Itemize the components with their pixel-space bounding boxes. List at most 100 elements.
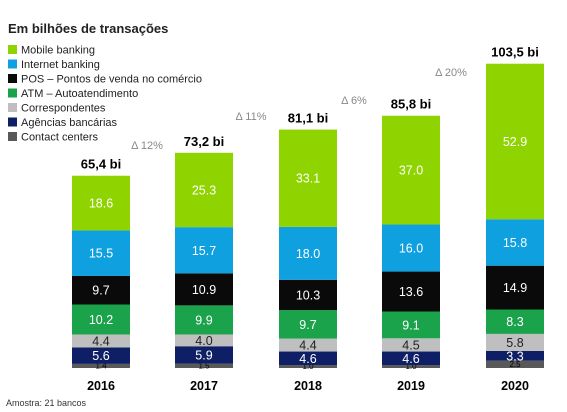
bar-value-internet-banking-2017: 15.7 (192, 244, 216, 258)
bar-value-internet-banking-2019: 16.0 (399, 242, 423, 256)
x-tick-2016: 2016 (87, 379, 115, 393)
bar-value-agencias-bancarias-2017: 5.9 (195, 348, 212, 362)
bar-total-2018: 81,1 bi (288, 111, 328, 126)
growth-label-2016-2017: Δ 12% (131, 140, 163, 152)
legend-label-atm-autoatendimento: ATM – Autoatendimento (21, 88, 138, 100)
bar-value-internet-banking-2016: 15.5 (89, 247, 113, 261)
growth-label-2018-2019: Δ 6% (341, 95, 367, 107)
bar-segment-atm-autoatendimento-2020 (486, 309, 544, 334)
legend-swatch-atm-autoatendimento (8, 88, 17, 98)
growth-label-2017-2018: Δ 11% (236, 111, 267, 123)
bar-segment-pos-pontos-de-venda-no-comercio-2018 (279, 279, 337, 311)
bar-value-agencias-bancarias-2020: 3.3 (506, 349, 523, 363)
bar-value-internet-banking-2018: 18.0 (296, 247, 320, 261)
bar-segment-mobile-banking-2017 (175, 152, 233, 228)
legend: Mobile banking Internet banking POS – Pont… (8, 45, 202, 144)
bar-segment-atm-autoatendimento-2018 (279, 310, 337, 339)
bar-segment-internet-banking-2020 (486, 219, 544, 266)
bar-segment-agencias-bancarias-2017 (175, 346, 233, 364)
bar-value-atm-autoatendimento-2019: 9.1 (402, 318, 419, 332)
x-axis: 2016 2017 2018 2019 2020 (87, 379, 529, 393)
bar-segment-contact-centers-2019 (382, 365, 440, 368)
bar-value-internet-banking-2020: 15.8 (503, 236, 527, 250)
bar-segment-correspondentes-2017 (175, 334, 233, 347)
bar-segment-correspondentes-2020 (486, 333, 544, 351)
bar-total-2019: 85,8 bi (391, 97, 431, 112)
bar-segment-agencias-bancarias-2020 (486, 350, 544, 361)
bar-value-correspondentes-2020: 5.8 (506, 336, 523, 350)
bar-segment-contact-centers-2016 (72, 363, 130, 368)
bar-value-pos-pontos-de-venda-no-comercio-2016: 9.7 (92, 284, 109, 298)
legend-label-internet-banking: Internet banking (21, 59, 100, 71)
growth-labels: Δ 12% Δ 11% Δ 6% Δ 20% (131, 67, 467, 152)
bar-value-mobile-banking-2016: 18.6 (89, 197, 113, 211)
bar-value-contact-centers-2017: 1.5 (198, 361, 210, 370)
bar-segment-mobile-banking-2016 (72, 175, 130, 231)
bar-value-atm-autoatendimento-2016: 10.2 (89, 313, 113, 327)
legend-swatch-agencias-bancarias (8, 117, 17, 127)
bar-totals: 65,4 bi 73,2 bi 81,1 bi 85,8 bi 103,5 bi (81, 45, 539, 172)
legend-label-correspondentes: Correspondentes (21, 103, 106, 115)
bar-segment-agencias-bancarias-2016 (72, 347, 130, 364)
bar-segment-pos-pontos-de-venda-no-comercio-2019 (382, 271, 440, 312)
bar-segment-contact-centers-2017 (175, 363, 233, 368)
legend-label-pos-pontos-de-venda-no-comercio: POS – Pontos de venda no comércio (21, 74, 202, 86)
bar-segment-contact-centers-2018 (279, 365, 337, 368)
bar-value-contact-centers-2019: 1.0 (405, 362, 417, 371)
bar-value-correspondentes-2019: 4.5 (402, 338, 419, 352)
bar-total-2017: 73,2 bi (184, 134, 224, 149)
bar-total-2020: 103,5 bi (491, 45, 539, 60)
bar-value-mobile-banking-2017: 25.3 (192, 183, 216, 197)
legend-label-mobile-banking: Mobile banking (21, 45, 95, 57)
bar-segment-contact-centers-2020 (486, 360, 544, 368)
bar-value-agencias-bancarias-2018: 4.6 (299, 352, 316, 366)
bar-value-pos-pontos-de-venda-no-comercio-2020: 14.9 (503, 281, 527, 295)
legend-swatch-contact-centers (8, 132, 17, 141)
bar-value-agencias-bancarias-2016: 5.6 (92, 349, 109, 363)
x-tick-2017: 2017 (190, 379, 218, 393)
bar-value-pos-pontos-de-venda-no-comercio-2019: 13.6 (399, 285, 423, 299)
bar-value-agencias-bancarias-2019: 4.6 (402, 352, 419, 366)
bar-segment-internet-banking-2018 (279, 226, 337, 280)
bar-value-mobile-banking-2020: 52.9 (503, 135, 527, 149)
bar-value-contact-centers-2016: 1.4 (95, 362, 107, 371)
x-tick-2018: 2018 (294, 379, 322, 393)
legend-swatch-mobile-banking (8, 45, 17, 54)
bar-value-pos-pontos-de-venda-no-comercio-2017: 10.9 (192, 283, 216, 297)
bar-segment-atm-autoatendimento-2017 (175, 305, 233, 335)
growth-label-2019-2020: Δ 20% (435, 67, 467, 79)
bar-value-correspondentes-2017: 4.0 (195, 334, 212, 348)
sample-note: Amostra: 21 bancos (6, 398, 87, 408)
bar-segment-agencias-bancarias-2019 (382, 351, 440, 366)
bar-segment-correspondentes-2018 (279, 338, 337, 352)
chart-title: Em bilhões de transações (8, 21, 168, 36)
bar-segment-correspondentes-2016 (72, 334, 130, 348)
bars: 1.45.64.410.29.715.518.61.55.94.09.910.9… (72, 63, 544, 371)
bar-value-atm-autoatendimento-2020: 8.3 (506, 315, 523, 329)
bar-segment-correspondentes-2019 (382, 338, 440, 352)
bar-value-contact-centers-2018: 1.0 (302, 362, 314, 371)
x-tick-2019: 2019 (397, 379, 425, 393)
bar-segment-mobile-banking-2019 (382, 115, 440, 225)
bar-segment-atm-autoatendimento-2019 (382, 311, 440, 339)
bar-segment-internet-banking-2017 (175, 227, 233, 274)
bar-segment-mobile-banking-2020 (486, 63, 544, 220)
x-tick-2020: 2020 (501, 379, 529, 393)
bar-value-mobile-banking-2018: 33.1 (296, 172, 320, 186)
legend-label-agencias-bancarias: Agências bancárias (21, 117, 118, 129)
bar-segment-agencias-bancarias-2018 (279, 351, 337, 366)
bar-segment-mobile-banking-2018 (279, 129, 337, 227)
bar-value-pos-pontos-de-venda-no-comercio-2018: 10.3 (296, 288, 320, 302)
bar-segment-atm-autoatendimento-2016 (72, 304, 130, 335)
legend-swatch-internet-banking (8, 59, 17, 69)
bar-segment-pos-pontos-de-venda-no-comercio-2017 (175, 273, 233, 306)
bar-segment-pos-pontos-de-venda-no-comercio-2020 (486, 265, 544, 310)
legend-label-contact-centers: Contact centers (21, 132, 99, 144)
legend-swatch-pos-pontos-de-venda-no-comercio (8, 74, 17, 83)
bar-value-atm-autoatendimento-2017: 9.9 (195, 313, 212, 327)
bar-segment-internet-banking-2019 (382, 224, 440, 272)
legend-swatch-correspondentes (8, 103, 17, 112)
bar-value-atm-autoatendimento-2018: 9.7 (299, 318, 316, 332)
bar-value-mobile-banking-2019: 37.0 (399, 164, 423, 178)
